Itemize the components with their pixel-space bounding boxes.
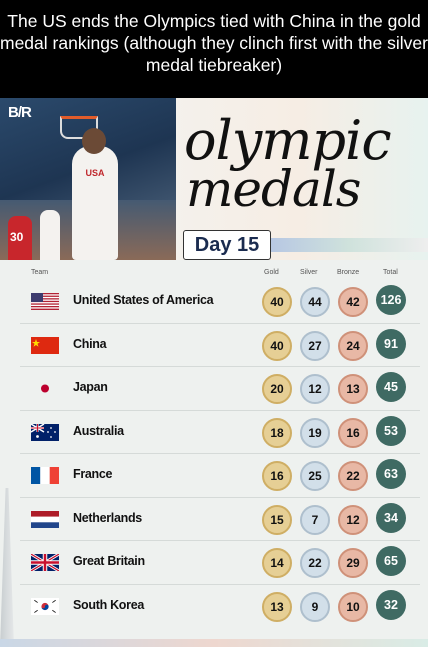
gold-count: 15 <box>262 504 292 535</box>
bronze-count: 42 <box>338 287 368 317</box>
silver-count: 27 <box>300 330 330 361</box>
silver-count: 22 <box>300 548 330 578</box>
gold-count: 40 <box>262 287 292 317</box>
table-row: Japan 20 12 13 45 <box>20 368 420 408</box>
silver-count: 9 <box>300 591 330 622</box>
teammate-player <box>40 210 60 260</box>
us-flag-icon <box>31 293 59 310</box>
table-row: United States of America 40 44 42 126 <box>20 281 420 321</box>
gold-count: 18 <box>262 417 292 448</box>
south-korea-flag-icon <box>31 597 59 615</box>
br-logo: B/R <box>8 104 32 121</box>
header-bronze: Bronze <box>337 269 360 276</box>
japan-flag-icon <box>31 380 59 397</box>
header-total: Total <box>383 269 398 276</box>
france-flag-icon <box>31 467 59 484</box>
silver-count: 12 <box>300 374 330 404</box>
row-divider <box>20 366 420 367</box>
opponent-jersey-number: 30 <box>10 230 24 244</box>
bronze-count: 10 <box>338 591 368 622</box>
bronze-count: 24 <box>338 330 368 361</box>
medal-card: 30 USA B/R olympic medals Day 15 Team Go… <box>0 98 428 647</box>
uk-flag-icon <box>31 554 59 571</box>
gold-count: 20 <box>262 374 292 404</box>
bronze-count: 22 <box>338 461 368 491</box>
total-count: 53 <box>376 415 406 446</box>
team-name: China <box>73 336 107 351</box>
total-count: 63 <box>376 459 406 489</box>
athlete-head <box>82 128 106 154</box>
row-divider <box>20 496 420 498</box>
athlete-body <box>72 146 118 260</box>
table-row: Australia 18 19 16 53 <box>20 412 420 452</box>
row-divider <box>20 409 420 411</box>
bronze-count: 16 <box>338 417 368 448</box>
row-divider <box>20 583 420 585</box>
team-name: Japan <box>73 380 108 394</box>
bronze-count: 12 <box>338 504 368 535</box>
opponent-player <box>8 216 32 260</box>
bottom-stripe <box>0 639 428 647</box>
total-count: 32 <box>376 589 406 620</box>
caption-text: The US ends the Olympics tied with China… <box>0 0 428 98</box>
table-row: Netherlands 15 7 12 34 <box>20 499 420 539</box>
australia-flag-icon <box>31 423 59 441</box>
gold-count: 14 <box>262 548 292 578</box>
gold-count: 13 <box>262 591 292 622</box>
china-flag-icon <box>31 336 59 354</box>
title-olympic: olympic <box>184 109 392 172</box>
team-name: Netherlands <box>73 510 142 525</box>
total-count: 126 <box>376 285 406 315</box>
silver-count: 19 <box>300 417 330 448</box>
total-count: 34 <box>376 502 406 533</box>
netherlands-flag-icon <box>31 510 59 528</box>
team-name: France <box>73 467 113 481</box>
table-row: Great Britain 14 22 29 65 <box>20 542 420 582</box>
total-count: 65 <box>376 546 406 576</box>
day-badge: Day 15 <box>183 230 271 260</box>
bronze-count: 29 <box>338 548 368 578</box>
day-stripe <box>270 238 428 252</box>
total-count: 91 <box>376 328 406 359</box>
gold-count: 16 <box>262 461 292 491</box>
row-divider <box>20 453 420 454</box>
silver-count: 25 <box>300 461 330 491</box>
row-divider <box>20 322 420 324</box>
total-count: 45 <box>376 372 406 402</box>
jersey-text: USA <box>85 168 105 178</box>
athlete-photo: 30 USA <box>0 98 176 260</box>
table-row: South Korea 13 9 10 32 <box>20 586 420 626</box>
silver-count: 44 <box>300 287 330 317</box>
table-row: France 16 25 22 63 <box>20 455 420 495</box>
header-silver: Silver <box>300 269 318 276</box>
eiffel-tower-icon <box>0 488 14 647</box>
team-name: South Korea <box>73 597 145 612</box>
basketball-hoop-icon <box>60 116 98 139</box>
bronze-count: 13 <box>338 374 368 404</box>
gold-count: 40 <box>262 330 292 361</box>
team-name: Great Britain <box>73 554 145 568</box>
header-gold: Gold <box>264 269 279 276</box>
silver-count: 7 <box>300 504 330 535</box>
header-team: Team <box>31 269 49 276</box>
team-name: Australia <box>73 423 124 438</box>
table-row: China 40 27 24 91 <box>20 325 420 365</box>
row-divider <box>20 540 420 541</box>
team-name: United States of America <box>73 293 214 307</box>
title-medals: medals <box>186 160 361 218</box>
